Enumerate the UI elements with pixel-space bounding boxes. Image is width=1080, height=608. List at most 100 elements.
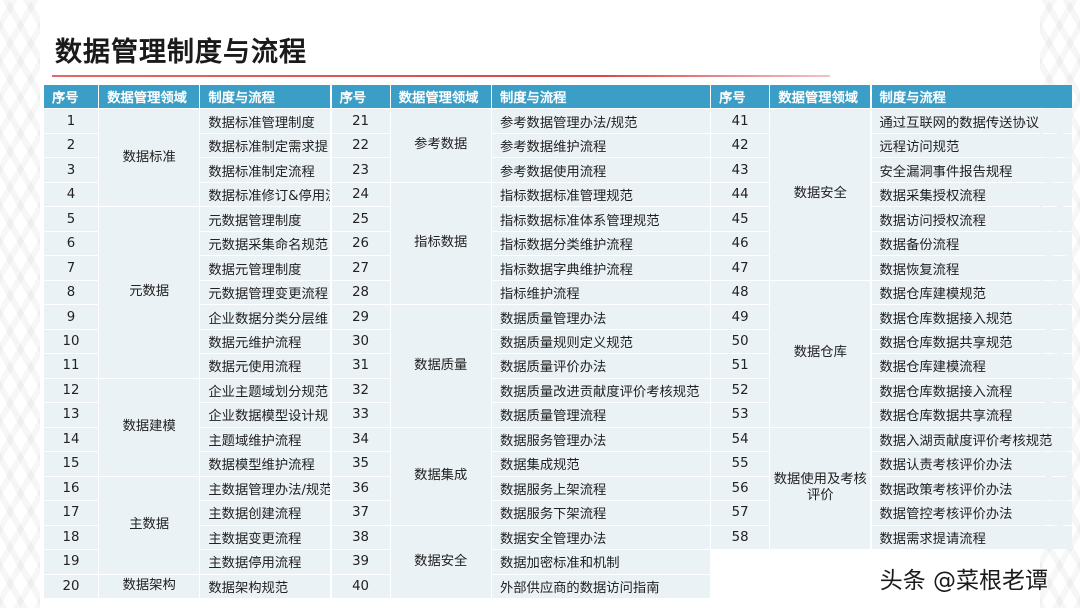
process-cell: 数据访问授权流程 <box>871 207 1072 231</box>
row-number: 25 <box>331 207 390 231</box>
page-title: 数据管理制度与流程 <box>55 37 307 68</box>
process-cell: 参考数据管理办法/规范 <box>491 109 710 133</box>
process-cell: 数据服务管理办法 <box>491 427 710 452</box>
row-number: 3 <box>44 158 98 182</box>
process-cell: 主数据创建流程 <box>200 501 331 525</box>
row-number: 30 <box>331 329 390 354</box>
table-header-cell: 序号 <box>331 85 390 109</box>
table-header-cell: 制度与流程 <box>200 85 331 109</box>
row-number: 9 <box>44 305 98 329</box>
process-cell: 数据集成规范 <box>491 452 710 476</box>
row-number: 23 <box>331 158 390 182</box>
row-number: 10 <box>44 329 98 354</box>
process-cell: 数据仓库数据共享流程 <box>871 403 1072 427</box>
row-number: 5 <box>44 207 98 231</box>
row-number: 44 <box>711 182 770 207</box>
table-header-cell: 序号 <box>44 85 98 109</box>
row-number: 1 <box>44 109 98 133</box>
process-cell: 数据认责考核评价办法 <box>871 452 1072 476</box>
row-number: 37 <box>331 501 390 525</box>
process-cell: 数据服务下架流程 <box>491 501 710 525</box>
process-cell: 元数据采集命名规范 <box>200 231 331 256</box>
process-cell: 数据质量管理办法 <box>491 305 710 329</box>
row-number: 45 <box>711 207 770 231</box>
process-cell: 企业数据分类分层维 <box>200 305 331 329</box>
row-number: 47 <box>711 256 770 280</box>
process-cell: 数据政策考核评价办法 <box>871 476 1072 501</box>
process-cell: 指标维护流程 <box>491 280 710 305</box>
title-divider <box>52 75 830 77</box>
row-number: 55 <box>711 452 770 476</box>
row-number: 22 <box>331 133 390 158</box>
domain-cell: 指标数据 <box>390 182 491 305</box>
process-cell: 数据标准修订&停用流 <box>200 182 331 207</box>
row-number: 33 <box>331 403 390 427</box>
table-header-cell: 数据管理领域 <box>99 85 200 109</box>
row-number: 42 <box>711 133 770 158</box>
process-cell: 数据标准管理制度 <box>200 109 331 133</box>
row-number: 13 <box>44 403 98 427</box>
row-number: 53 <box>711 403 770 427</box>
domain-cell: 数据质量 <box>390 305 491 427</box>
row-number: 41 <box>711 109 770 133</box>
process-cell: 外部供应商的数据访问指南 <box>491 574 710 598</box>
row-number: 4 <box>44 182 98 207</box>
row-number: 6 <box>44 231 98 256</box>
process-cell: 数据架构规范 <box>200 574 331 598</box>
domain-cell: 参考数据 <box>390 109 491 182</box>
table-header-cell: 序号 <box>711 85 770 109</box>
process-cell: 数据加密标准和机制 <box>491 550 710 574</box>
domain-cell: 数据仓库 <box>770 280 871 427</box>
row-number: 39 <box>331 550 390 574</box>
row-number: 29 <box>331 305 390 329</box>
row-number: 11 <box>44 354 98 378</box>
domain-cell: 主数据 <box>99 476 200 574</box>
domain-cell: 数据架构 <box>99 574 200 598</box>
row-number: 36 <box>331 476 390 501</box>
process-cell: 远程访问规范 <box>871 133 1072 158</box>
table-header-cell: 制度与流程 <box>871 85 1072 109</box>
process-cell: 主数据变更流程 <box>200 525 331 550</box>
process-cell: 元数据管理变更流程 <box>200 280 331 305</box>
process-cell: 主数据停用流程 <box>200 550 331 574</box>
row-number: 26 <box>331 231 390 256</box>
process-cell: 数据标准制定流程 <box>200 158 331 182</box>
process-cell: 数据服务上架流程 <box>491 476 710 501</box>
row-number: 35 <box>331 452 390 476</box>
process-cell: 指标数据分类维护流程 <box>491 231 710 256</box>
process-cell: 主数据管理办法/规范 <box>200 476 331 501</box>
process-table: 序号 数据管理领域 制度与流程 序号 数据管理领域 制度与流程 序号 数据管理领域 制度与流程 1… <box>44 85 1072 598</box>
process-cell: 数据恢复流程 <box>871 256 1072 280</box>
row-number: 2 <box>44 133 98 158</box>
process-cell: 数据仓库数据共享规范 <box>871 329 1072 354</box>
row-number: 32 <box>331 378 390 403</box>
row-number: 50 <box>711 329 770 354</box>
row-number: 19 <box>44 550 98 574</box>
process-cell: 数据元管理制度 <box>200 256 331 280</box>
domain-cell: 数据使用及考核评价 <box>770 427 871 550</box>
process-cell: 参考数据使用流程 <box>491 158 710 182</box>
domain-cell: 数据集成 <box>390 427 491 525</box>
domain-cell: 数据建模 <box>99 378 200 476</box>
row-number: 51 <box>711 354 770 378</box>
row-number: 24 <box>331 182 390 207</box>
process-cell: 数据质量改进贡献度评价考核规范 <box>491 378 710 403</box>
row-number: 7 <box>44 256 98 280</box>
process-cell: 数据仓库数据接入规范 <box>871 305 1072 329</box>
row-number: 56 <box>711 476 770 501</box>
watermark: 头条 @菜根老谭 <box>879 568 1048 594</box>
row-number: 54 <box>711 427 770 452</box>
process-cell: 指标数据字典维护流程 <box>491 256 710 280</box>
process-cell: 数据质量管理流程 <box>491 403 710 427</box>
process-cell: 数据模型维护流程 <box>200 452 331 476</box>
process-cell: 数据质量评价办法 <box>491 354 710 378</box>
domain-cell: 数据安全 <box>770 109 871 280</box>
domain-cell: 元数据 <box>99 207 200 378</box>
row-number: 52 <box>711 378 770 403</box>
process-cell: 数据元使用流程 <box>200 354 331 378</box>
process-cell: 数据需求提请流程 <box>871 525 1072 550</box>
row-number: 16 <box>44 476 98 501</box>
process-cell: 数据管控考核评价办法 <box>871 501 1072 525</box>
row-number: 46 <box>711 231 770 256</box>
row-number: 21 <box>331 109 390 133</box>
